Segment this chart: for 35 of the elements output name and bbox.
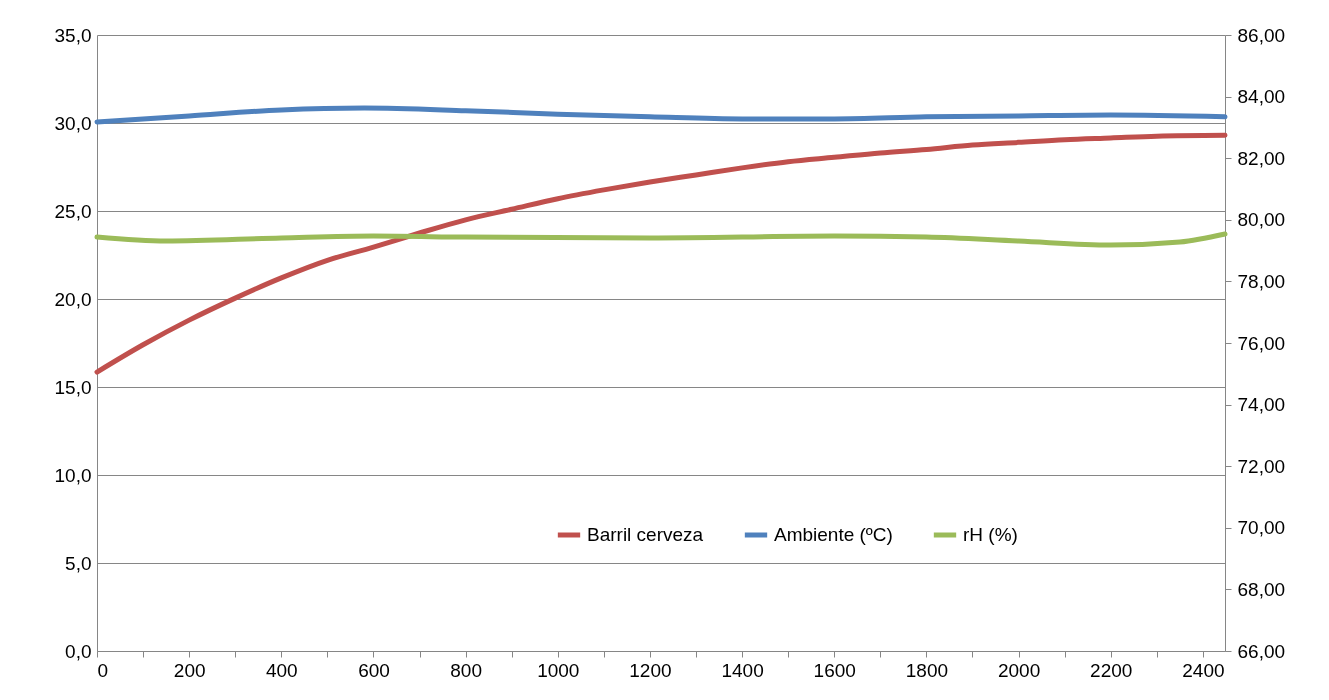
x-tick-label: 1600 [813,659,856,681]
legend-label: Barril cerveza [587,524,704,545]
x-tick-label: 2400 [1182,659,1225,681]
y-tick-label: 5,0 [65,552,92,574]
x-tick-label: 1200 [629,659,672,681]
y2-tick-label: 86,00 [1237,24,1286,46]
legend-label: rH (%) [963,524,1018,545]
x-tick-label: 1000 [537,659,580,681]
y-tick-label: 10,0 [54,464,92,486]
y2-tick-label: 82,00 [1237,147,1286,169]
y-tick-label: 30,0 [54,112,92,134]
x-tick-label: 1400 [721,659,764,681]
y2-tick-label: 68,00 [1237,578,1286,600]
x-tick-label: 200 [173,659,206,681]
x-tick-label: 800 [450,659,482,681]
y-tick-label: 0,0 [65,640,92,662]
x-tick-label: 600 [358,659,390,681]
y2-tick-label: 74,00 [1237,394,1286,416]
x-tick-label: 2200 [1090,659,1133,681]
y2-tick-label: 80,00 [1237,209,1286,231]
legend-label: Ambiente (ºC) [774,524,893,545]
x-tick-label: 0 [97,659,109,681]
y2-tick-label: 70,00 [1237,517,1286,539]
x-tick-label: 400 [265,659,298,681]
y-tick-label: 20,0 [54,288,92,310]
y-tick-label: 25,0 [54,200,92,222]
y2-tick-label: 78,00 [1237,270,1286,292]
y2-tick-label: 76,00 [1237,332,1286,354]
x-tick-label: 1800 [905,659,949,681]
x-tick-label: 2000 [997,659,1041,681]
y2-tick-label: 84,00 [1237,86,1286,108]
y2-tick-label: 66,00 [1237,640,1286,662]
y-tick-label: 15,0 [54,376,92,398]
y2-tick-label: 72,00 [1237,455,1286,477]
y-tick-label: 35,0 [54,24,92,46]
